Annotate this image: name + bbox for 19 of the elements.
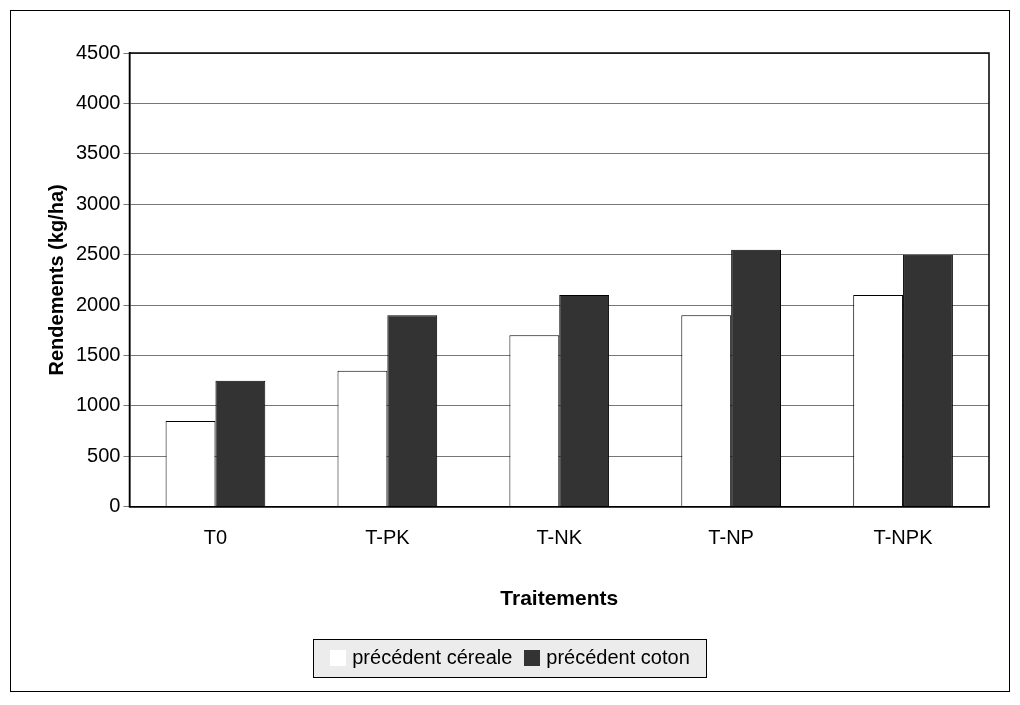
y-tick-label: 3000: [75, 191, 121, 214]
x-tick-label: T0: [203, 526, 228, 549]
x-axis-title: Traitements: [500, 586, 619, 610]
y-tick-label: 500: [87, 443, 121, 466]
y-tick-label: 2500: [75, 242, 121, 265]
x-tick-label: T-NK: [536, 526, 583, 549]
y-tick-label: 1000: [75, 393, 121, 416]
y-tick-label: 4000: [75, 90, 121, 113]
x-tick-label: T-NPK: [873, 526, 934, 549]
x-tick-label: T-PK: [365, 526, 411, 549]
legend-label: précédent coton: [546, 646, 690, 669]
x-tick-label: T-NP: [708, 526, 754, 549]
y-tick-label: 3500: [75, 141, 121, 164]
y-tick-label: 1500: [75, 343, 121, 366]
legend-label: précédent céreale: [352, 646, 513, 669]
y-tick-label: 0: [109, 494, 121, 517]
y-tick-label: 2000: [75, 292, 121, 315]
y-axis-title: Rendements (kg/ha): [44, 184, 67, 376]
y-tick-label: 4500: [75, 40, 121, 63]
